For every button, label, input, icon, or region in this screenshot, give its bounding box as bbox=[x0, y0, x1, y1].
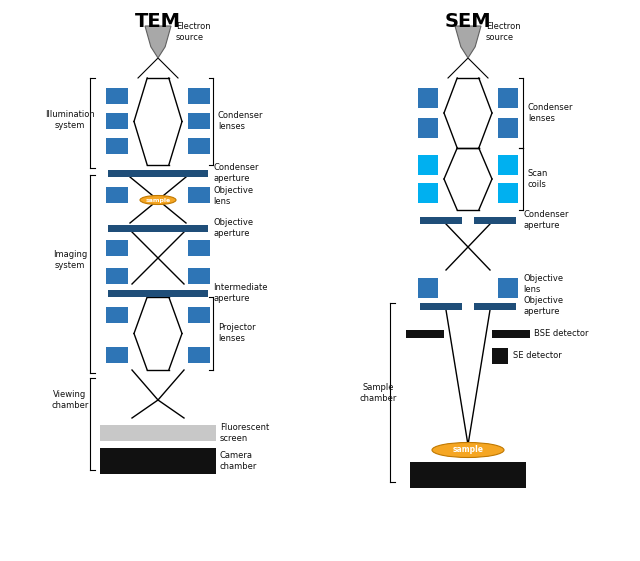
Text: Condenser
lenses: Condenser lenses bbox=[218, 111, 264, 131]
Bar bbox=[420, 217, 462, 224]
Text: Imaging
system: Imaging system bbox=[53, 250, 87, 270]
Bar bbox=[106, 113, 128, 129]
Bar bbox=[106, 240, 128, 256]
Bar bbox=[188, 240, 210, 256]
Bar bbox=[188, 88, 210, 104]
Bar bbox=[418, 278, 438, 298]
Text: Objective
lens: Objective lens bbox=[213, 186, 253, 206]
Bar bbox=[498, 88, 518, 108]
Text: SEM: SEM bbox=[445, 12, 492, 31]
Bar bbox=[188, 113, 210, 129]
Text: TEM: TEM bbox=[135, 12, 181, 31]
Bar bbox=[492, 348, 508, 364]
Bar bbox=[418, 118, 438, 138]
Text: BSE detector: BSE detector bbox=[534, 329, 589, 338]
Text: Objective
aperture: Objective aperture bbox=[523, 296, 563, 316]
Text: Fluorescent
screen: Fluorescent screen bbox=[220, 424, 269, 443]
Ellipse shape bbox=[432, 443, 504, 458]
Text: Condenser
aperture: Condenser aperture bbox=[213, 163, 259, 183]
Bar bbox=[188, 268, 210, 284]
Bar bbox=[474, 217, 516, 224]
Text: Condenser
aperture: Condenser aperture bbox=[523, 210, 568, 229]
Bar bbox=[406, 330, 444, 338]
Bar bbox=[498, 278, 518, 298]
Text: Electron
source: Electron source bbox=[486, 22, 520, 42]
Text: Intermediate
aperture: Intermediate aperture bbox=[213, 283, 268, 303]
Bar bbox=[188, 187, 210, 203]
Text: sample: sample bbox=[452, 445, 483, 454]
Bar bbox=[420, 303, 462, 310]
Bar bbox=[108, 170, 208, 177]
Bar bbox=[418, 183, 438, 203]
Bar bbox=[100, 448, 216, 474]
Text: Objective
aperture: Objective aperture bbox=[213, 218, 253, 238]
Text: Sample
chamber: Sample chamber bbox=[359, 383, 397, 403]
Bar bbox=[492, 330, 530, 338]
Polygon shape bbox=[145, 26, 171, 58]
Bar bbox=[100, 425, 216, 441]
Bar bbox=[188, 347, 210, 363]
Bar bbox=[474, 303, 516, 310]
Text: SE detector: SE detector bbox=[513, 352, 562, 361]
Bar bbox=[498, 155, 518, 175]
Bar bbox=[108, 290, 208, 297]
Text: Projector
lenses: Projector lenses bbox=[218, 323, 255, 343]
Bar bbox=[188, 138, 210, 154]
Text: Objective
lens: Objective lens bbox=[523, 274, 563, 294]
Text: Illumination
system: Illumination system bbox=[45, 111, 95, 130]
Bar bbox=[418, 88, 438, 108]
Text: sample: sample bbox=[145, 197, 171, 203]
Ellipse shape bbox=[140, 195, 176, 205]
Polygon shape bbox=[455, 26, 481, 58]
Bar bbox=[108, 225, 208, 232]
Bar bbox=[106, 138, 128, 154]
Bar bbox=[418, 155, 438, 175]
Bar bbox=[106, 307, 128, 323]
Bar bbox=[106, 187, 128, 203]
Bar bbox=[498, 183, 518, 203]
Bar bbox=[410, 462, 526, 488]
Bar bbox=[498, 118, 518, 138]
Text: Viewing
chamber: Viewing chamber bbox=[51, 390, 89, 410]
Text: Electron
source: Electron source bbox=[176, 22, 211, 42]
Bar bbox=[188, 307, 210, 323]
Bar bbox=[106, 268, 128, 284]
Bar bbox=[106, 347, 128, 363]
Text: Condenser
lenses: Condenser lenses bbox=[528, 103, 573, 123]
Bar bbox=[106, 88, 128, 104]
Text: Camera
chamber: Camera chamber bbox=[220, 451, 257, 471]
Text: Scan
coils: Scan coils bbox=[528, 169, 548, 188]
